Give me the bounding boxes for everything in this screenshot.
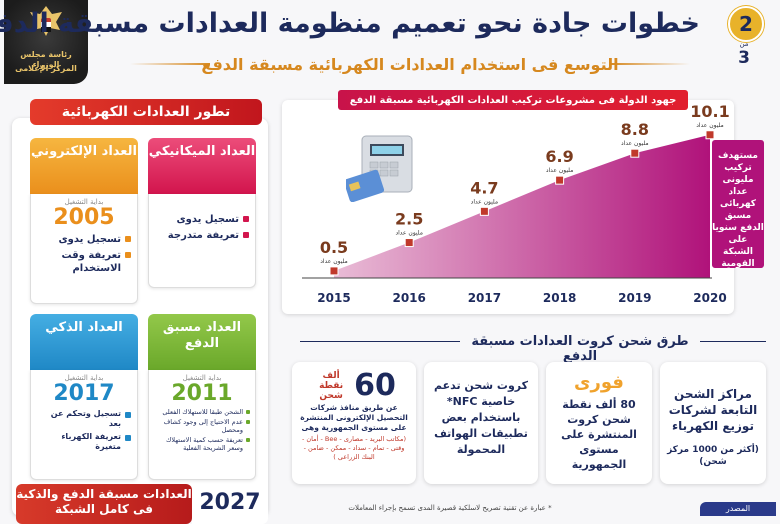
points-count-label: ألف نقطة شحن (319, 370, 344, 401)
start-year: 2017 (53, 381, 115, 406)
data-point (705, 130, 715, 140)
logo-badge: رئاسة مجلس الوزراء المركز الإعلامى (4, 0, 88, 84)
area-series (334, 134, 710, 278)
annual-target-note: مستهدف تركيب مليونى عداد كهربائى مسبق ال… (712, 140, 764, 269)
data-point (555, 175, 565, 185)
page-title: خطوات جادة نحو تعميم منظومة العدادات مسب… (0, 8, 700, 39)
methods-heading: طرق شحن كروت العدادات مسبقة الدفع (471, 334, 689, 364)
x-tick-label: 2020 (693, 291, 726, 305)
bullet-icon (246, 420, 250, 424)
page-total: 3 (738, 48, 750, 68)
feature-item: تعريفة حسب كمية الاستهلاك وسعر الشريحة ا… (154, 436, 250, 452)
page-of-label: من (739, 40, 749, 48)
start-label: بداية التشغيل (64, 374, 104, 382)
meter-card-body: بداية التشغيل 2011 الشحن طبقا للاستهلاك … (148, 370, 256, 480)
data-unit-label: مليون عداد (471, 198, 499, 205)
data-value-label: 6.9 (545, 147, 573, 166)
data-unit-label: مليون عداد (320, 258, 348, 265)
feature-item: تعريفة وقت الاستخدام (37, 249, 131, 275)
method-text: 80 ألف نقطة شحن كروت المنتشرة على مستوى … (561, 398, 637, 471)
x-tick-label: 2019 (618, 291, 651, 305)
logo-line-2: المركز الإعلامى (15, 64, 77, 73)
method-title: مراكز الشحن التابعة لشركات توزيع الكهربا… (668, 387, 758, 433)
bullet-icon (125, 412, 131, 418)
subtitle-rule-left (130, 63, 210, 65)
data-point (329, 266, 339, 276)
data-unit-label: مليون عداد (696, 122, 724, 129)
method-text: عن طريق منافذ شركات التحصيل الإلكترونى ا… (300, 403, 408, 432)
provider-list: (مكاتب البريد - مصارى - Bee - أمان - وقت… (301, 435, 407, 461)
x-tick-label: 2018 (543, 291, 576, 305)
feature-item: عدم الاحتياج إلى وجود كشاف ومحصل (154, 418, 250, 434)
data-value-label: 0.5 (320, 238, 348, 257)
data-unit-label: مليون عداد (621, 140, 649, 147)
x-tick-label: 2016 (392, 291, 425, 305)
data-value-label: 4.7 (470, 178, 498, 197)
feature-item: تعريفة متدرجة (155, 229, 249, 242)
bullet-icon (125, 435, 131, 441)
method-extra: (أكثر من 1000 مركز شحن) (667, 445, 759, 467)
source-tab: المصدر (700, 502, 776, 516)
data-unit-label: مليون عداد (395, 230, 423, 237)
method-text: كروت شحن تدعم خاصية NFC* باستخدام بعض تط… (433, 379, 529, 456)
eagle-emblem-icon (30, 6, 62, 36)
feature-item: تسجيل وتحكم عن بعد (37, 409, 131, 429)
fawry-logo: فورى (574, 372, 624, 393)
feature-item: الشحن طبقا للاستهلاك الفعلى (154, 408, 250, 416)
bullet-icon (243, 216, 249, 222)
bullet-icon (246, 438, 250, 442)
page-number: 2 (728, 6, 764, 42)
future-target-text: العدادات مسبقة الدفع والذكية فى كامل الش… (16, 484, 192, 524)
future-target-year: 2027 (192, 484, 268, 524)
nfc-footnote: * عبارة عن تقنية تصريح لاسلكية قصيرة الم… (348, 504, 552, 512)
meter-card-title: العداد الذكي (30, 314, 138, 370)
meter-card-mechanical: العداد الميكانيكي تسجيل يدوى تعريفة متدر… (148, 138, 256, 288)
bullet-icon (246, 410, 250, 414)
meter-card-body: بداية التشغيل 2005 تسجيل يدوى تعريفة وقت… (30, 194, 138, 304)
method-card-nfc: كروت شحن تدعم خاصية NFC* باستخدام بعض تط… (424, 362, 538, 484)
meter-card-title: العداد الإلكتروني (30, 138, 138, 194)
feature-item: تسجيل يدوى (37, 233, 131, 246)
methods-rule-right (700, 341, 766, 342)
bullet-icon (243, 232, 249, 238)
data-value-label: 10.1 (690, 102, 729, 121)
start-label: بداية التشغيل (182, 374, 222, 382)
data-point (404, 238, 414, 248)
meter-card-body: بداية التشغيل 2017 تسجيل وتحكم عن بعد تع… (30, 370, 138, 480)
meter-card-title: العداد مسبق الدفع (148, 314, 256, 370)
start-year: 2005 (53, 205, 115, 230)
start-label: بداية التشغيل (64, 198, 104, 206)
feature-item: تسجيل يدوى (155, 213, 249, 226)
points-count: 60 (354, 368, 396, 403)
meter-card-prepaid: العداد مسبق الدفع بداية التشغيل 2011 الش… (148, 314, 256, 480)
x-tick-label: 2015 (317, 291, 350, 305)
subtitle-rule-right (610, 63, 690, 65)
feature-item: تعريفة الكهرباء متغيرة (37, 432, 131, 452)
meter-card-photo (346, 135, 413, 202)
data-unit-label: مليون عداد (546, 167, 574, 174)
meter-card-smart: العداد الذكي بداية التشغيل 2017 تسجيل وت… (30, 314, 138, 480)
bullet-icon (125, 236, 131, 242)
data-point (630, 148, 640, 158)
chart-heading: جهود الدولة فى مشروعات تركيب العدادات ال… (338, 90, 688, 110)
method-card-collection: 60 ألف نقطة شحن عن طريق منافذ شركات التح… (292, 362, 416, 484)
page-subtitle: التوسع فى استخدام العدادات الكهربائية مس… (201, 54, 619, 74)
data-value-label: 8.8 (621, 120, 649, 139)
meters-evolution-heading: تطور العدادات الكهربائية (30, 99, 262, 125)
meter-card-title: العداد الميكانيكي (148, 138, 256, 194)
meter-card-electronic: العداد الإلكتروني بداية التشغيل 2005 تسج… (30, 138, 138, 304)
data-value-label: 2.5 (395, 210, 423, 229)
methods-rule-left (300, 341, 460, 342)
x-tick-label: 2017 (468, 291, 501, 305)
start-year: 2011 (171, 381, 233, 406)
meter-card-body: تسجيل يدوى تعريفة متدرجة (148, 194, 256, 288)
method-card-centers: مراكز الشحن التابعة لشركات توزيع الكهربا… (660, 362, 766, 484)
method-card-fawry: فورى 80 ألف نقطة شحن كروت المنتشرة على م… (546, 362, 652, 484)
logo-line-1: رئاسة مجلس الوزراء (20, 50, 72, 69)
bullet-icon (125, 252, 131, 258)
data-point (479, 206, 489, 216)
